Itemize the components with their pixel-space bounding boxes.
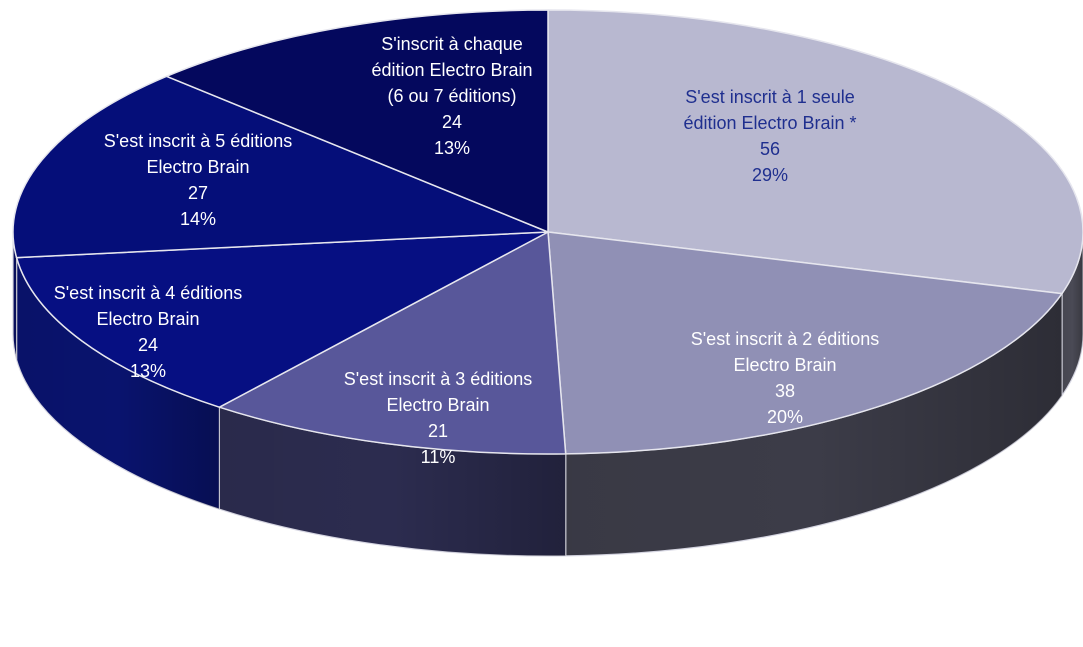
slice-label-text: (6 ou 7 éditions)	[387, 86, 516, 106]
slice-label-text: Electro Brain	[146, 157, 249, 177]
slice-percent: 14%	[180, 209, 216, 229]
slice-label-text: S'est inscrit à 3 éditions	[344, 369, 533, 389]
slice-value: 27	[188, 183, 208, 203]
slice-label-text: édition Electro Brain	[371, 60, 532, 80]
slice-percent: 13%	[434, 138, 470, 158]
pie-slices	[13, 10, 1083, 454]
slice-label-text: S'inscrit à chaque	[381, 34, 523, 54]
slice-label-text: S'est inscrit à 2 éditions	[691, 329, 880, 349]
slice-value: 38	[775, 381, 795, 401]
slice-percent: 11%	[421, 447, 456, 467]
slice-value: 56	[760, 139, 780, 159]
slice-percent: 13%	[130, 361, 166, 381]
slice-label-text: S'est inscrit à 1 seule	[685, 87, 855, 107]
slice-label-text: Electro Brain	[96, 309, 199, 329]
slice-percent: 20%	[767, 407, 803, 427]
slice-label-text: édition Electro Brain *	[683, 113, 856, 133]
slice-value: 24	[138, 335, 158, 355]
slice-label-text: Electro Brain	[733, 355, 836, 375]
slice-value: 21	[428, 421, 448, 441]
slice-label-text: S'est inscrit à 4 éditions	[54, 283, 243, 303]
slice-percent: 29%	[752, 165, 788, 185]
slice-label-text: S'est inscrit à 5 éditions	[104, 131, 293, 151]
slice-value: 24	[442, 112, 462, 132]
slice-label-text: Electro Brain	[386, 395, 489, 415]
